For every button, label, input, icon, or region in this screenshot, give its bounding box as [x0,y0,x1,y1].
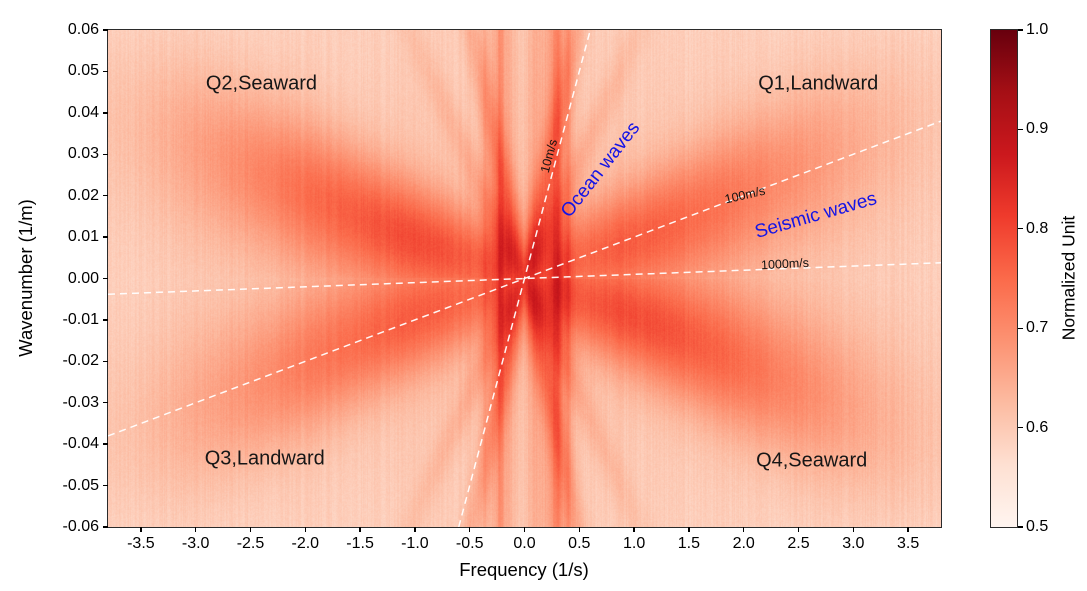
colorbar-tick-label: 0.9 [1026,120,1049,138]
y-tick-label: 0.00 [67,269,99,287]
colorbar-tickmark [1018,327,1023,329]
x-tick-label: -2.0 [291,535,320,552]
colorbar-tickmark [1018,526,1023,528]
x-tick-label: 2.0 [732,535,755,552]
x-tick-label: -3.0 [181,535,210,552]
colorbar-tick-label: 0.6 [1026,418,1049,436]
colorbar-tick-label: 1.0 [1026,21,1049,38]
colorbar-tickmark [1018,228,1023,230]
colorbar-tick-label: 0.7 [1026,319,1049,337]
x-tick-label: -0.5 [455,535,484,552]
x-tickmark [468,527,471,532]
x-tickmark [140,527,142,532]
quadrant-label: Q3,Landward [204,447,325,470]
x-tickmark [249,527,252,532]
y-tickmark [103,112,108,114]
x-tickmark [797,527,800,532]
y-tick-label: 0.01 [67,228,99,246]
quadrant-label: Q1,Landward [758,72,879,95]
y-tickmark [103,319,108,321]
y-tickmark [103,402,108,404]
x-tickmark [414,527,416,532]
colorbar-tick-label: 0.8 [1026,219,1049,237]
y-axis-label: Wavenumber (1/m) [15,199,36,357]
x-tickmark [304,527,306,532]
y-tickmark [103,236,108,238]
y-tick-label: -0.02 [62,352,99,370]
y-tickmark [103,360,108,363]
x-tick-label: -2.5 [236,535,265,552]
quadrant-label: Q4,Seaward [756,449,868,472]
x-tickmark [523,527,526,532]
y-tickmark [103,70,108,73]
y-tickmark [103,277,108,280]
colorbar-label: Normalized Unit [1058,215,1079,341]
x-tick-label: 2.5 [787,535,810,552]
x-tickmark [578,527,580,532]
x-tick-label: 3.5 [896,535,920,552]
x-tickmark [907,527,909,532]
colorbar [990,29,1018,528]
y-tick-label: 0.02 [67,186,99,204]
colorbar-tickmark [1018,128,1023,131]
x-tick-label: 0.0 [513,535,536,552]
y-tick-label: -0.06 [62,518,99,535]
y-tick-label: 0.06 [67,21,99,38]
x-tickmark [743,527,745,532]
x-axis-label: Frequency (1/s) [459,559,589,580]
x-tick-label: 1.5 [677,535,701,552]
y-tick-label: 0.03 [67,145,99,163]
x-tickmark [633,527,635,532]
colorbar-tickmark [1018,29,1023,31]
y-tickmark [103,29,108,31]
y-tickmark [103,526,108,528]
y-tickmark [103,153,108,155]
x-tickmark [194,527,197,532]
x-tickmark [688,527,690,532]
quadrant-label: Q2,Seaward [205,72,318,95]
y-tickmark [103,484,108,487]
x-tick-label: 3.0 [842,535,865,552]
x-tick-label: 1.0 [622,535,646,552]
y-tickmark [103,194,108,197]
y-tick-label: -0.04 [62,435,99,453]
x-tick-label: -1.0 [401,535,429,552]
speed-line-label: 1000m/s [761,255,810,273]
x-tickmark [852,527,854,532]
y-tick-label: -0.01 [62,310,99,328]
colorbar-tick-label: 0.5 [1026,518,1049,535]
colorbar-gradient [991,30,1017,527]
y-tick-label: -0.03 [62,393,99,411]
x-tick-label: -1.5 [346,535,374,552]
y-tick-label: 0.04 [67,103,99,121]
colorbar-tickmark [1018,426,1023,429]
y-tickmark [103,443,108,445]
x-tick-label: 0.5 [568,535,591,552]
y-tick-label: 0.05 [67,62,99,80]
y-tick-label: -0.05 [62,476,99,494]
x-tick-label: -3.5 [127,535,155,552]
x-tickmark [359,527,361,532]
